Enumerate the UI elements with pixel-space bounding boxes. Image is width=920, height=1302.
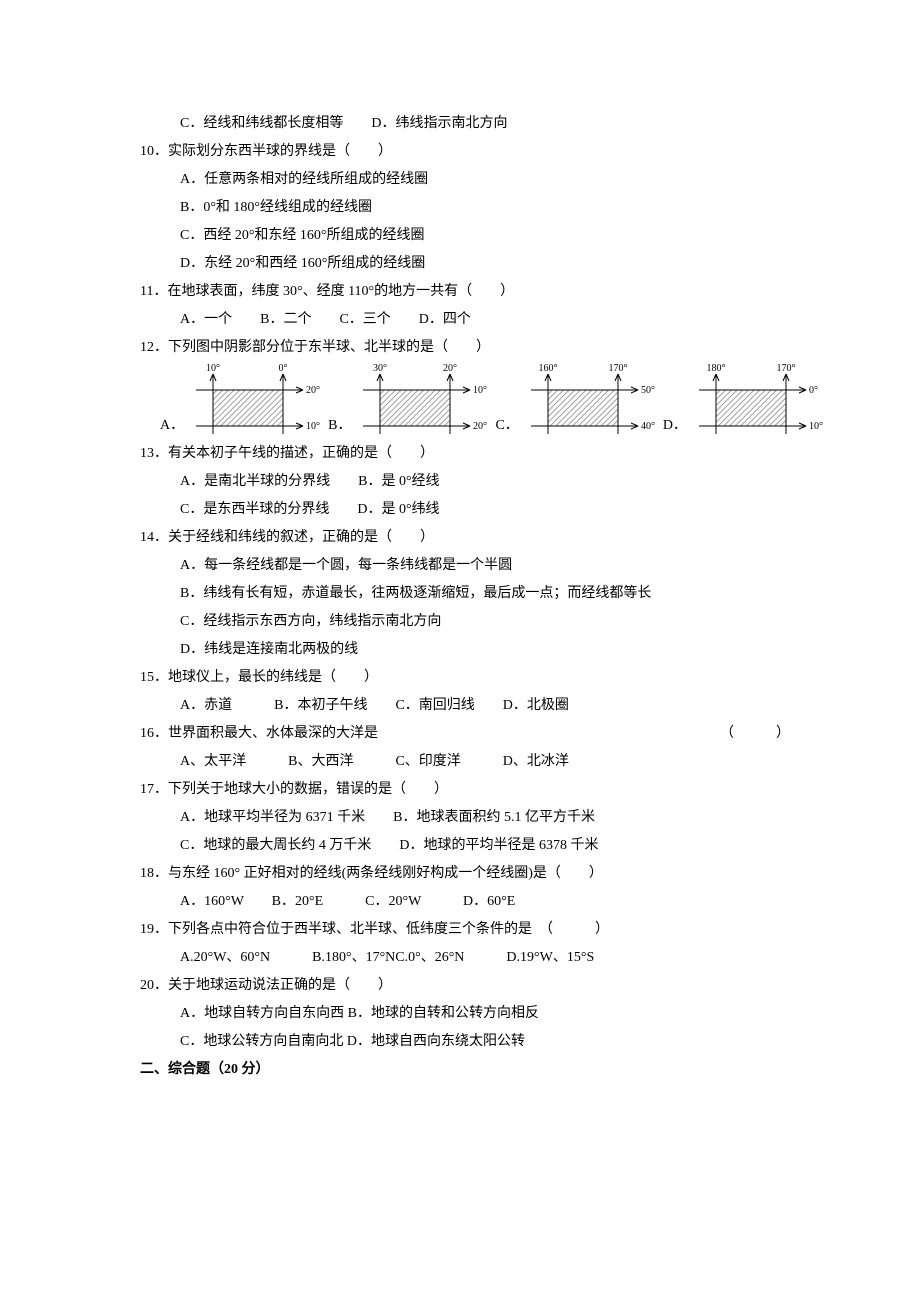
q10-stem: 10．实际划分东西半球的界线是（ ）: [140, 138, 790, 166]
svg-text:10°: 10°: [306, 421, 320, 432]
q14-stem: 14．关于经线和纬线的叙述，正确的是（ ）: [140, 524, 790, 552]
q19-stem: 19．下列各点中符合位于西半球、北半球、低纬度三个条件的是 （ ）: [140, 916, 790, 944]
section-2-heading: 二、综合题（20 分）: [140, 1056, 790, 1084]
svg-text:180°: 180°: [706, 363, 725, 374]
svg-text:0°: 0°: [279, 363, 288, 374]
q13-opts-cd: C．是东西半球的分界线 D．是 0°纬线: [140, 496, 790, 524]
svg-text:10°: 10°: [473, 385, 487, 396]
svg-text:0°: 0°: [809, 385, 818, 396]
q14-opt-a: A．每一条经线都是一个圆，每一条纬线都是一个半圆: [140, 552, 790, 580]
q15-stem: 15．地球仪上，最长的纬线是（ ）: [140, 664, 790, 692]
svg-text:50°: 50°: [641, 385, 655, 396]
q10-opt-d: D．东经 20°和西经 160°所组成的经线圈: [140, 250, 790, 278]
q12-opt-c: C． 160° 170° 50° 40°: [495, 362, 662, 440]
svg-text:20°: 20°: [443, 363, 457, 374]
q18-opts: A．160°W B．20°E C．20°W D．60°E: [140, 888, 790, 916]
svg-text:10°: 10°: [206, 363, 220, 374]
q13-stem: 13．有关本初子午线的描述，正确的是（ ）: [140, 440, 790, 468]
q17-opts-ab: A．地球平均半径为 6371 千米 B．地球表面积约 5.1 亿平方千米: [140, 804, 790, 832]
q16-opts: A、太平洋 B、大西洋 C、印度洋 D、北冰洋: [140, 748, 790, 776]
q10-opt-b: B．0°和 180°经线组成的经线圈: [140, 194, 790, 222]
q12-diagram-c: 160° 170° 50° 40°: [523, 362, 663, 440]
q12-label-b: B．: [328, 412, 351, 440]
q17-stem: 17．下列关于地球大小的数据，错误的是（ ）: [140, 776, 790, 804]
q11-opts: A．一个 B．二个 C．三个 D．四个: [140, 306, 790, 334]
q12-label-d: D．: [663, 412, 687, 440]
q10-opt-a: A．任意两条相对的经线所组成的经线圈: [140, 166, 790, 194]
q12-diagram-b: 30° 20° 10° 20°: [355, 362, 495, 440]
q12-diagram-a: 10° 0° 20° 10°: [188, 362, 328, 440]
svg-text:20°: 20°: [306, 385, 320, 396]
svg-text:30°: 30°: [373, 363, 387, 374]
q18-stem: 18．与东经 160° 正好相对的经线(两条经线刚好构成一个经线圈)是（ ）: [140, 860, 790, 888]
q15-opts: A．赤道 B．本初子午线 C．南回归线 D．北极圈: [140, 692, 790, 720]
svg-text:10°: 10°: [809, 421, 823, 432]
q10-opt-c: C．西经 20°和东经 160°所组成的经线圈: [140, 222, 790, 250]
q20-opts-cd: C．地球公转方向自南向北 D．地球自西向东绕太阳公转: [140, 1028, 790, 1056]
q19-opts: A.20°W、60°N B.180°、17°NC.0°、26°N D.19°W、…: [140, 944, 790, 972]
svg-text:20°: 20°: [473, 421, 487, 432]
q12-opt-a: A． 10° 0° 20° 10°: [160, 362, 328, 440]
q20-stem: 20．关于地球运动说法正确的是（ ）: [140, 972, 790, 1000]
q14-opt-c: C．经线指示东西方向，纬线指示南北方向: [140, 608, 790, 636]
q9-partial-cd: C．经线和纬线都长度相等 D．纬线指示南北方向: [140, 110, 790, 138]
q16-paren: （ ）: [720, 720, 790, 748]
q14-opt-b: B．纬线有长有短，赤道最长，往两极逐渐缩短，最后成一点；而经线都等长: [140, 580, 790, 608]
q13-opts-ab: A．是南北半球的分界线 B．是 0°经线: [140, 468, 790, 496]
q20-opts-ab: A．地球自转方向自东向西 B．地球的自转和公转方向相反: [140, 1000, 790, 1028]
q12-stem: 12．下列图中阴影部分位于东半球、北半球的是（ ）: [140, 334, 790, 362]
q12-label-a: A．: [160, 412, 184, 440]
svg-text:160°: 160°: [538, 363, 557, 374]
q16-row: 16．世界面积最大、水体最深的大洋是 （ ）: [140, 720, 790, 748]
q12-options-row: A． 10° 0° 20° 10° B．: [140, 362, 790, 440]
svg-text:40°: 40°: [641, 421, 655, 432]
q16-stem: 16．世界面积最大、水体最深的大洋是: [140, 720, 378, 748]
q12-opt-d: D． 180° 170° 0° 10°: [663, 362, 831, 440]
q14-opt-d: D．纬线是连接南北两极的线: [140, 636, 790, 664]
q12-opt-b: B． 30° 20° 10° 20°: [328, 362, 495, 440]
q17-opts-cd: C．地球的最大周长约 4 万千米 D．地球的平均半径是 6378 千米: [140, 832, 790, 860]
svg-text:170°: 170°: [608, 363, 627, 374]
svg-text:170°: 170°: [776, 363, 795, 374]
q11-stem: 11．在地球表面，纬度 30°、经度 110°的地方一共有（ ）: [140, 278, 790, 306]
q12-label-c: C．: [495, 412, 518, 440]
q12-diagram-d: 180° 170° 0° 10°: [691, 362, 831, 440]
